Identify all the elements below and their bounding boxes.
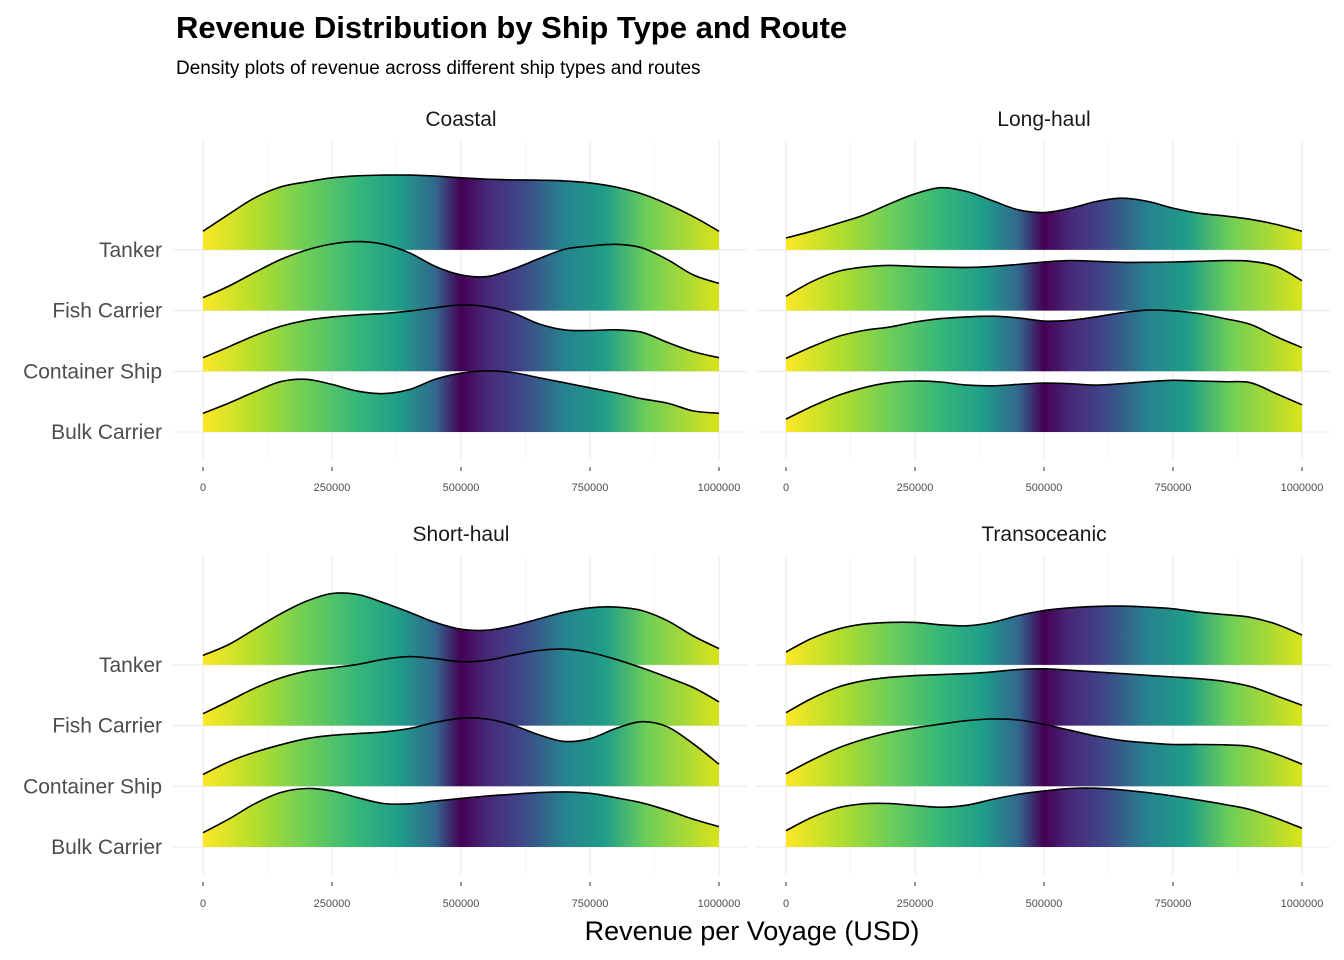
- ridge-tanker: [202, 592, 720, 665]
- x-tick-label: 1000000: [698, 898, 741, 910]
- ridge-fish-carrier: [202, 240, 720, 311]
- density-area: [786, 309, 1302, 372]
- y-tick-label: Tanker: [99, 239, 162, 262]
- y-tick-label: Fish Carrier: [52, 300, 162, 323]
- density-line: [785, 309, 1303, 360]
- x-tick-label: 750000: [1155, 898, 1192, 910]
- density-line: [785, 667, 1303, 714]
- density-area: [786, 187, 1302, 250]
- x-tick-label: 500000: [443, 482, 480, 494]
- density-area: [786, 260, 1302, 311]
- density-line: [202, 592, 720, 657]
- x-tick-label: 0: [783, 898, 789, 910]
- y-tick-label: Bulk Carrier: [51, 421, 162, 444]
- ridge-fish-carrier: [785, 667, 1303, 726]
- ridge-container-ship: [785, 718, 1303, 787]
- x-tick-label: 750000: [1155, 482, 1192, 494]
- facet-panels: Coastal Bulk Carrier Container Ship Fish Ca…: [23, 108, 1330, 910]
- x-tick-label: 750000: [572, 482, 609, 494]
- density-area: [203, 592, 719, 665]
- panel-long-haul: Long-haul 0 250000 500000 750000 1000000: [756, 108, 1330, 494]
- x-tick-label: 1000000: [698, 482, 741, 494]
- density-area: [786, 668, 1302, 726]
- density-area: [203, 304, 719, 372]
- density-area: [786, 788, 1302, 847]
- y-tick-label: Container Ship: [23, 360, 162, 383]
- density-line: [202, 787, 720, 834]
- density-area: [786, 606, 1302, 665]
- x-tick-label: 500000: [1026, 482, 1063, 494]
- ridge-fish-carrier: [202, 648, 720, 726]
- density-area: [203, 174, 719, 250]
- density-line: [202, 174, 720, 232]
- ridge-bulk-carrier: [785, 787, 1303, 847]
- facet-strip-label: Short-haul: [413, 523, 510, 546]
- panel-short-haul: Short-haul Bulk Carrier Container Ship Fish…: [23, 523, 747, 910]
- x-tick-label: 1000000: [1281, 482, 1324, 494]
- y-tick-label: Container Ship: [23, 775, 162, 798]
- x-tick-label: 750000: [572, 898, 609, 910]
- density-line: [202, 369, 720, 415]
- density-line: [202, 717, 720, 776]
- density-line: [785, 186, 1303, 239]
- facet-strip-label: Coastal: [425, 108, 496, 131]
- x-tick-label: 250000: [897, 482, 934, 494]
- density-line: [202, 648, 720, 715]
- ridge-container-ship: [202, 304, 720, 372]
- density-line: [202, 240, 720, 299]
- density-area: [786, 718, 1302, 787]
- panel-coastal: Coastal Bulk Carrier Container Ship Fish Ca…: [23, 108, 747, 494]
- y-tick-label: Tanker: [99, 654, 162, 677]
- density-area: [203, 241, 719, 311]
- density-area: [203, 370, 719, 432]
- x-axis-label: Revenue per Voyage (USD): [585, 916, 920, 946]
- facet-strip-label: Long-haul: [997, 108, 1090, 131]
- x-tick-label: 250000: [897, 898, 934, 910]
- y-tick-label: Fish Carrier: [52, 715, 162, 738]
- ridge-bulk-carrier: [202, 787, 720, 847]
- ridge-container-ship: [785, 309, 1303, 372]
- x-tick-label: 500000: [443, 898, 480, 910]
- density-line: [785, 379, 1303, 420]
- density-line: [202, 304, 720, 359]
- density-area: [786, 380, 1302, 432]
- ridge-fish-carrier: [785, 259, 1303, 311]
- ridge-bulk-carrier: [785, 379, 1303, 432]
- x-tick-label: 500000: [1026, 898, 1063, 910]
- x-tick-label: 0: [200, 482, 206, 494]
- ridge-tanker: [785, 186, 1303, 250]
- density-line: [785, 718, 1303, 775]
- panel-transoceanic: Transoceanic 0 250000 500000 750000 1000000: [756, 523, 1330, 910]
- x-tick-label: 250000: [314, 482, 351, 494]
- x-tick-label: 0: [783, 482, 789, 494]
- x-tick-label: 1000000: [1281, 898, 1324, 910]
- y-tick-label: Bulk Carrier: [51, 836, 162, 859]
- ridge-container-ship: [202, 717, 720, 787]
- ridge-tanker: [202, 174, 720, 250]
- density-area: [203, 788, 719, 847]
- density-line: [785, 605, 1303, 653]
- x-tick-label: 0: [200, 898, 206, 910]
- density-line: [785, 259, 1303, 297]
- facet-strip-label: Transoceanic: [981, 523, 1106, 546]
- x-tick-label: 250000: [314, 898, 351, 910]
- density-line: [785, 787, 1303, 832]
- chart-subtitle: Density plots of revenue across differen…: [176, 58, 701, 79]
- chart-title: Revenue Distribution by Ship Type and Ro…: [176, 10, 848, 45]
- density-area: [203, 717, 719, 787]
- ridge-tanker: [785, 605, 1303, 665]
- ridge-bulk-carrier: [202, 369, 720, 432]
